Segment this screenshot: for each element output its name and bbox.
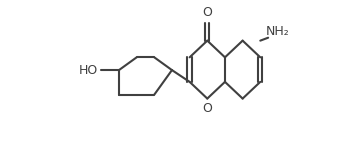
Text: HO: HO xyxy=(79,64,98,77)
Text: O: O xyxy=(202,6,212,19)
Text: O: O xyxy=(202,102,212,116)
Text: NH₂: NH₂ xyxy=(266,25,290,38)
